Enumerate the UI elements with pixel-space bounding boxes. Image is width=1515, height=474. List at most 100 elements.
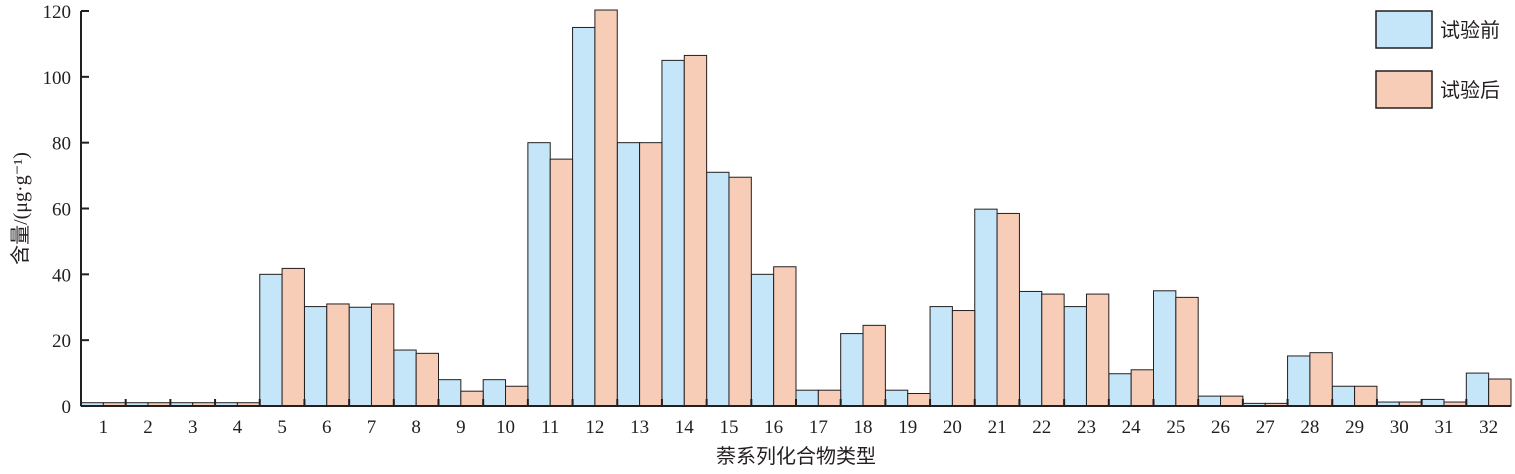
x-tick-label: 12 (585, 417, 604, 438)
x-tick-label: 26 (1211, 417, 1230, 438)
x-tick-label: 28 (1300, 417, 1319, 438)
y-tick-label: 40 (52, 265, 71, 286)
y-axis-title: 含量/(μg·g⁻¹) (9, 152, 32, 265)
bar-before-28 (1287, 355, 1311, 407)
bar-before-23 (1063, 306, 1087, 407)
bar-after-20 (951, 310, 976, 407)
x-tick-label: 9 (456, 417, 466, 438)
x-tick-label: 21 (988, 417, 1007, 438)
bar-after-23 (1085, 293, 1110, 407)
bar-after-16 (773, 266, 797, 407)
bar-before-6 (303, 306, 328, 407)
bar-before-29 (1331, 385, 1356, 407)
bar-before-16 (750, 273, 775, 407)
bar-before-13 (616, 142, 641, 407)
bar-after-18 (862, 324, 886, 407)
y-tick-label: 120 (43, 2, 72, 23)
bar-after-26 (1220, 395, 1244, 407)
x-tick-label: 3 (188, 417, 198, 438)
y-tick-label: 60 (52, 200, 71, 221)
x-tick-label: 10 (496, 417, 515, 438)
x-tick-label: 32 (1479, 417, 1498, 438)
x-tick-label: 27 (1256, 417, 1275, 438)
legend-label-after: 试验后 (1440, 79, 1500, 102)
x-tick-label: 1 (99, 417, 109, 438)
bar-after-32 (1488, 378, 1512, 407)
bar-before-9 (438, 379, 462, 407)
x-tick-label: 5 (277, 417, 287, 438)
bar-after-29 (1354, 385, 1378, 407)
bar-after-24 (1130, 369, 1154, 407)
bar-before-25 (1153, 290, 1177, 407)
x-tick-label: 6 (322, 417, 332, 438)
x-tick-label: 20 (943, 417, 962, 438)
bar-before-20 (929, 306, 953, 407)
x-tick-label: 13 (630, 417, 649, 438)
legend-swatch-before (1375, 10, 1433, 49)
bar-before-10 (482, 379, 507, 407)
x-tick-label: 23 (1077, 417, 1096, 438)
x-axis-title: 萘系列化合物类型 (716, 445, 876, 468)
bar-before-18 (840, 333, 864, 407)
x-tick-label: 25 (1166, 417, 1185, 438)
bar-before-19 (884, 389, 909, 407)
bar-after-21 (996, 212, 1020, 407)
x-tick-label: 8 (411, 417, 421, 438)
bars-group (80, 9, 1512, 407)
bar-after-22 (1041, 293, 1065, 407)
x-tick-label: 7 (367, 417, 377, 438)
x-tick-label: 14 (675, 417, 695, 438)
bar-after-15 (728, 176, 752, 407)
x-tick-label: 4 (233, 417, 243, 438)
bar-after-10 (505, 385, 529, 407)
x-tick-label: 18 (854, 417, 873, 438)
bar-before-15 (706, 171, 730, 407)
x-tick-label: 11 (541, 417, 559, 438)
x-tick-label: 30 (1390, 417, 1409, 438)
bar-after-14 (683, 54, 708, 407)
x-tick-label: 31 (1434, 417, 1453, 438)
x-tick-label: 15 (719, 417, 738, 438)
x-tick-label: 17 (809, 417, 828, 438)
x-ticks-group: 1 2 3 4 5 6 7 8 9 10 11 12 13 14 15 16 17 18 19 20 21 22 23 24 2… (99, 399, 1498, 438)
y-tick-label: 0 (62, 397, 72, 418)
bar-after-9 (460, 390, 484, 407)
y-tick-label: 20 (52, 331, 71, 352)
legend-label-before: 试验前 (1440, 19, 1500, 42)
bar-before-21 (974, 208, 998, 407)
bar-before-22 (1018, 290, 1043, 407)
y-tick-label: 100 (43, 68, 72, 89)
bar-after-8 (415, 352, 439, 407)
bar-before-12 (572, 26, 596, 407)
x-tick-label: 16 (764, 417, 783, 438)
x-tick-label: 22 (1032, 417, 1051, 438)
bar-after-5 (281, 267, 305, 407)
bar-after-12 (594, 9, 618, 407)
bar-before-7 (348, 306, 372, 407)
y-tick-label: 80 (52, 134, 71, 155)
bar-after-11 (549, 158, 574, 407)
bar-after-13 (639, 142, 663, 407)
x-tick-label: 19 (898, 417, 917, 438)
bar-before-26 (1197, 395, 1222, 407)
bar-before-8 (393, 349, 417, 407)
bar-before-17 (795, 389, 819, 407)
bar-before-5 (259, 273, 283, 407)
bar-after-25 (1175, 296, 1199, 407)
bar-after-6 (326, 303, 350, 407)
bar-before-32 (1465, 372, 1490, 407)
bar-before-24 (1108, 373, 1132, 407)
x-tick-label: 29 (1345, 417, 1364, 438)
x-tick-label: 2 (143, 417, 153, 438)
legend-swatch-after (1375, 70, 1433, 109)
bar-after-28 (1309, 352, 1333, 407)
bar-after-19 (907, 392, 931, 407)
bar-after-17 (817, 389, 842, 407)
x-tick-label: 24 (1122, 417, 1142, 438)
y-ticks-group: 0 20 40 60 80 100 120 (43, 2, 89, 418)
bar-before-11 (527, 142, 551, 407)
bar-before-14 (661, 59, 685, 407)
